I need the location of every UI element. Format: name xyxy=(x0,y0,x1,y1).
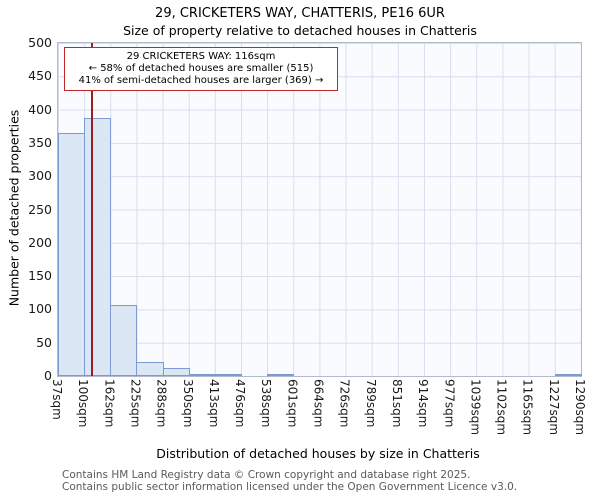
x-tick-label: 789sqm xyxy=(363,379,378,428)
histogram-bar xyxy=(267,374,295,376)
x-tick-label: 601sqm xyxy=(285,379,300,428)
plot-area: 29 CRICKETERS WAY: 116sqm ← 58% of detac… xyxy=(57,42,582,377)
annotation-line-1: 29 CRICKETERS WAY: 116sqm xyxy=(126,51,276,62)
y-tick-label: 400 xyxy=(28,101,52,117)
x-tick-label: 851sqm xyxy=(389,379,404,428)
x-tick-label: 538sqm xyxy=(259,379,274,428)
x-tick-label: 413sqm xyxy=(206,379,221,428)
histogram-bar xyxy=(110,305,138,376)
x-tick-label: 664sqm xyxy=(311,379,326,428)
x-tick-label: 476sqm xyxy=(233,379,248,428)
property-marker-line xyxy=(90,43,93,376)
x-tick-label: 162sqm xyxy=(102,379,117,428)
x-tick-label: 350sqm xyxy=(180,379,195,428)
y-tick-label: 150 xyxy=(28,268,52,284)
annotation-line-2: ← 58% of detached houses are smaller (51… xyxy=(88,63,314,74)
y-tick-label: 0 xyxy=(44,368,52,383)
x-tick-label: 977sqm xyxy=(442,379,457,428)
x-tick-label: 1290sqm xyxy=(573,379,587,436)
histogram-bar xyxy=(162,368,190,376)
chart-title: 29, CRICKETERS WAY, CHATTERIS, PE16 6UR xyxy=(155,6,445,21)
histogram-bar xyxy=(554,374,582,376)
histogram-bar xyxy=(58,132,86,376)
y-tick-label: 250 xyxy=(28,201,52,217)
x-tick-label: 288sqm xyxy=(154,379,169,428)
annotation-line-3: 41% of semi-detached houses are larger (… xyxy=(78,75,324,86)
y-tick-label: 200 xyxy=(28,234,52,250)
y-tick-label: 300 xyxy=(28,168,52,184)
y-tick-label: 350 xyxy=(28,134,52,150)
x-tick-label: 1165sqm xyxy=(520,379,535,436)
y-tick-label: 500 xyxy=(28,35,52,50)
x-tick-label: 1227sqm xyxy=(546,379,561,436)
x-tick-label: 1039sqm xyxy=(468,379,483,436)
y-tick-label: 100 xyxy=(28,301,52,317)
chart-subtitle: Size of property relative to detached ho… xyxy=(123,23,477,38)
annotation-box: 29 CRICKETERS WAY: 116sqm ← 58% of detac… xyxy=(64,47,338,91)
footer: Contains HM Land Registry data © Crown c… xyxy=(62,469,518,493)
histogram-bar xyxy=(214,374,243,376)
footer-line-1: Contains HM Land Registry data © Crown c… xyxy=(62,469,471,481)
footer-line-2: Contains public sector information licen… xyxy=(62,480,518,493)
x-tick-label: 1102sqm xyxy=(494,379,509,436)
x-tick-label: 37sqm xyxy=(50,379,64,420)
x-tick-label: 914sqm xyxy=(416,379,431,428)
histogram-bar xyxy=(188,374,216,376)
y-tick-label: 450 xyxy=(28,68,52,84)
y-tick-label: 50 xyxy=(36,334,52,350)
x-tick-label: 726sqm xyxy=(337,379,352,428)
x-axis-title: Distribution of detached houses by size … xyxy=(156,446,480,461)
x-tick-label: 225sqm xyxy=(128,379,143,428)
histogram-bar xyxy=(136,362,164,376)
histogram-bar xyxy=(84,118,112,376)
x-tick-label: 100sqm xyxy=(76,379,91,428)
